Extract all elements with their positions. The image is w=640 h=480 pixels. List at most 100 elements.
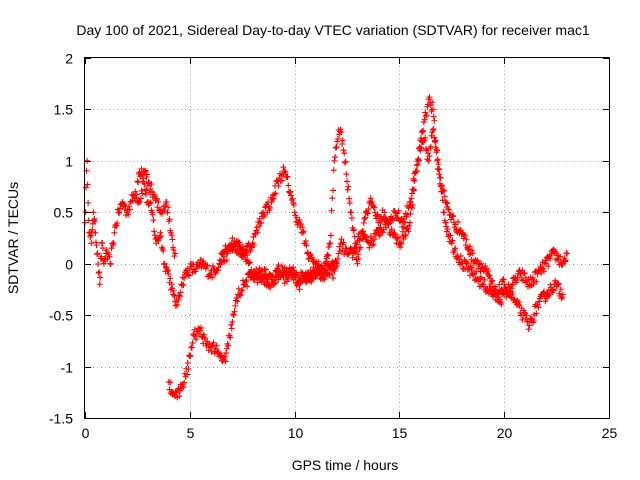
data-point <box>332 144 339 151</box>
data-point <box>309 254 316 261</box>
data-point <box>462 232 469 239</box>
data-point <box>476 261 483 268</box>
data-point <box>185 271 192 278</box>
data-point <box>477 275 484 282</box>
data-point <box>437 174 444 181</box>
data-point <box>483 287 490 294</box>
data-point <box>297 269 304 276</box>
data-point <box>291 209 298 216</box>
data-point <box>406 219 413 226</box>
data-point <box>165 271 172 277</box>
data-point <box>415 145 422 152</box>
data-point <box>360 219 367 226</box>
data-point <box>126 203 133 210</box>
data-point <box>364 210 371 217</box>
data-point <box>457 227 464 234</box>
data-point <box>221 357 228 364</box>
data-point <box>251 275 258 282</box>
data-point <box>420 127 427 134</box>
data-point <box>235 242 242 249</box>
data-point <box>285 182 292 189</box>
data-point <box>164 268 171 275</box>
data-point <box>320 275 327 282</box>
data-point <box>376 224 383 231</box>
data-point <box>248 266 255 273</box>
data-point <box>341 150 348 157</box>
data-point <box>212 345 219 352</box>
data-point <box>466 243 473 250</box>
data-point <box>492 283 499 290</box>
data-point <box>284 174 291 181</box>
data-point <box>87 232 94 239</box>
data-point <box>170 246 177 253</box>
data-point <box>281 168 288 175</box>
data-point <box>448 216 455 223</box>
data-point <box>337 126 344 133</box>
data-point <box>278 172 285 179</box>
data-point <box>149 211 156 218</box>
data-point <box>415 157 422 164</box>
data-point <box>397 244 404 251</box>
data-point <box>514 274 521 281</box>
data-point <box>529 274 536 281</box>
data-point <box>238 287 245 294</box>
data-point <box>555 280 562 287</box>
data-point <box>535 304 542 311</box>
data-point <box>333 260 340 267</box>
data-point <box>463 260 470 267</box>
data-point <box>521 270 528 277</box>
data-point <box>331 268 338 275</box>
data-point <box>436 171 443 178</box>
data-point <box>550 286 557 293</box>
data-point <box>146 199 153 206</box>
data-point <box>315 258 322 265</box>
data-point <box>355 251 362 258</box>
data-point <box>85 217 92 224</box>
data-point <box>184 371 191 378</box>
data-point <box>110 239 117 246</box>
data-point <box>272 279 279 286</box>
data-point <box>370 203 377 210</box>
data-point <box>377 220 384 227</box>
data-point <box>520 269 527 276</box>
data-point <box>365 205 372 212</box>
data-point <box>279 177 286 184</box>
data-point <box>469 250 476 257</box>
data-point <box>303 279 310 286</box>
data-point <box>519 316 526 323</box>
data-point <box>233 294 240 301</box>
data-point <box>469 264 476 271</box>
data-point <box>491 285 498 292</box>
data-point <box>541 268 548 275</box>
data-point <box>370 241 377 248</box>
data-point <box>511 296 518 303</box>
grid <box>85 58 609 418</box>
data-point <box>221 253 228 260</box>
data-point <box>441 193 448 200</box>
data-point <box>422 112 429 119</box>
data-point <box>422 109 429 116</box>
data-point <box>350 227 357 234</box>
data-point <box>395 234 402 241</box>
data-point <box>139 190 146 197</box>
data-point <box>209 263 216 270</box>
data-point <box>498 286 505 293</box>
data-point <box>450 212 457 219</box>
data-point <box>157 229 164 236</box>
data-point <box>423 112 430 119</box>
data-point <box>114 220 121 227</box>
data-point <box>290 264 297 271</box>
data-point <box>247 247 254 254</box>
data-point <box>348 215 355 222</box>
data-point <box>410 186 417 193</box>
data-point <box>333 144 340 151</box>
data-point <box>434 156 441 163</box>
x-axis-title: GPS time / hours <box>292 457 399 473</box>
data-point <box>151 191 158 198</box>
data-point <box>429 127 436 133</box>
data-point <box>239 277 246 284</box>
data-point <box>238 253 245 260</box>
data-point <box>489 277 496 284</box>
data-point <box>398 240 405 247</box>
